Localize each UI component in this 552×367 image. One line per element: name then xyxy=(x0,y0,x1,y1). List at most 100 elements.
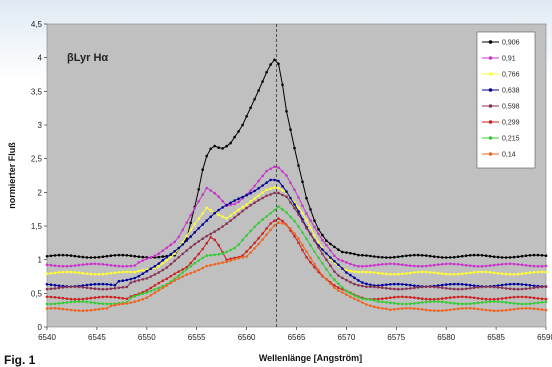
data-point xyxy=(45,283,49,286)
data-point xyxy=(125,297,129,301)
data-point xyxy=(93,301,97,305)
data-point xyxy=(436,309,440,313)
legend-entry: 0,638 xyxy=(482,88,520,95)
data-point xyxy=(536,265,540,268)
data-point xyxy=(452,262,456,266)
data-point xyxy=(221,206,224,209)
data-point xyxy=(472,253,476,257)
data-point xyxy=(305,219,308,222)
data-point xyxy=(289,181,292,184)
data-point xyxy=(377,271,380,275)
data-point xyxy=(133,264,137,267)
data-point xyxy=(205,234,208,238)
data-point xyxy=(480,254,484,257)
data-point xyxy=(397,287,400,291)
data-point xyxy=(488,309,492,312)
data-point xyxy=(237,243,240,246)
data-point xyxy=(205,154,208,158)
data-point xyxy=(85,256,89,259)
data-point xyxy=(57,302,61,305)
data-point xyxy=(145,269,149,273)
data-point xyxy=(440,300,444,304)
data-point xyxy=(165,284,169,287)
data-point xyxy=(53,283,57,287)
data-point xyxy=(329,249,332,252)
legend-swatch-marker xyxy=(488,152,493,156)
data-point xyxy=(428,309,432,312)
data-point xyxy=(217,213,220,217)
data-point xyxy=(397,302,400,306)
data-point xyxy=(89,301,93,304)
data-point xyxy=(512,307,516,311)
data-point xyxy=(528,296,532,299)
data-point xyxy=(197,188,200,191)
data-point xyxy=(460,254,464,258)
data-point xyxy=(325,239,328,242)
data-point xyxy=(133,294,137,298)
data-point xyxy=(337,286,340,290)
data-point xyxy=(261,80,264,83)
data-point xyxy=(97,307,101,311)
data-point xyxy=(365,285,368,289)
data-point xyxy=(81,309,85,313)
data-point xyxy=(452,287,456,291)
data-point xyxy=(345,251,348,254)
data-point xyxy=(401,254,404,258)
data-point xyxy=(77,297,81,301)
data-point xyxy=(93,262,97,266)
data-point xyxy=(233,246,236,250)
legend-swatch-marker xyxy=(488,72,493,76)
data-point xyxy=(85,300,89,304)
data-point xyxy=(361,284,364,288)
data-point xyxy=(301,243,304,247)
data-point xyxy=(221,199,224,203)
data-point xyxy=(137,279,141,282)
data-point xyxy=(125,285,129,289)
data-point xyxy=(516,302,520,306)
data-point xyxy=(524,283,528,287)
data-point xyxy=(101,255,105,258)
data-point xyxy=(293,219,296,223)
data-point xyxy=(444,256,448,259)
data-point xyxy=(337,274,340,277)
data-point xyxy=(165,246,169,249)
data-point xyxy=(500,283,504,287)
data-point xyxy=(397,255,400,259)
data-point xyxy=(504,283,508,286)
data-point xyxy=(237,208,240,211)
data-point xyxy=(173,277,176,281)
data-point xyxy=(436,297,440,301)
data-point xyxy=(409,307,412,310)
data-point xyxy=(524,302,528,306)
data-point xyxy=(440,262,444,266)
data-point xyxy=(265,169,268,173)
data-point xyxy=(333,284,336,287)
data-point xyxy=(89,262,93,266)
data-point xyxy=(285,174,288,177)
data-point xyxy=(53,254,57,257)
data-point xyxy=(145,257,149,261)
data-point xyxy=(273,186,276,189)
data-point xyxy=(237,213,240,216)
data-point xyxy=(53,264,57,268)
data-point xyxy=(377,297,380,301)
data-point xyxy=(409,287,412,290)
data-point xyxy=(309,208,312,211)
data-point xyxy=(488,285,492,289)
data-point xyxy=(57,284,61,288)
data-point xyxy=(201,256,204,260)
data-point xyxy=(257,194,260,197)
data-point xyxy=(424,270,428,274)
data-point xyxy=(209,209,212,212)
data-point xyxy=(476,265,480,268)
data-point xyxy=(393,282,396,286)
data-point xyxy=(325,258,328,262)
data-point xyxy=(205,219,208,222)
data-point xyxy=(480,270,484,274)
data-point xyxy=(464,254,468,257)
data-point xyxy=(536,286,540,289)
data-point xyxy=(508,287,512,291)
data-point xyxy=(257,242,260,246)
data-point xyxy=(365,297,368,301)
